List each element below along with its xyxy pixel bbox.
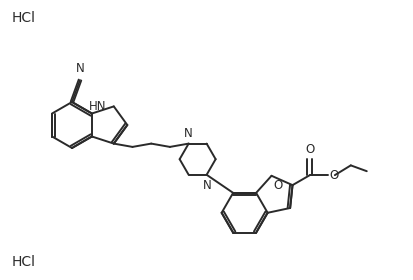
Text: O: O (273, 179, 283, 192)
Text: N: N (203, 179, 212, 192)
Text: HN: HN (89, 100, 107, 113)
Text: O: O (305, 143, 314, 156)
Text: N: N (76, 62, 84, 75)
Text: HCl: HCl (12, 11, 36, 25)
Text: HCl: HCl (12, 255, 36, 269)
Text: N: N (184, 127, 193, 140)
Text: O: O (330, 169, 339, 182)
